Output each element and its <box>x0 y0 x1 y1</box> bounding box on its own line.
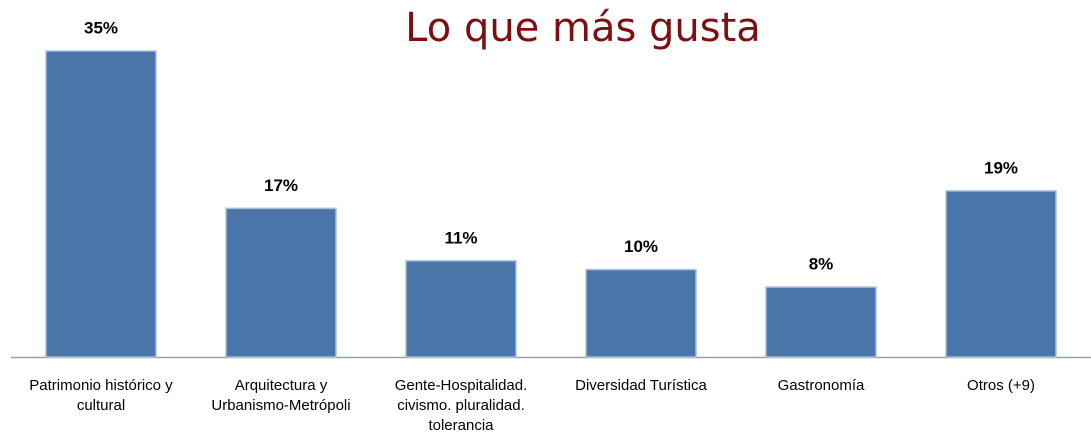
bar <box>405 260 517 358</box>
data-label: 17% <box>264 176 298 195</box>
bar <box>585 268 697 358</box>
bar <box>945 190 1057 358</box>
data-label: 11% <box>444 228 477 247</box>
x-tick-label: Gastronomía <box>777 377 865 394</box>
bar <box>765 286 877 358</box>
data-label: 8% <box>809 255 834 274</box>
data-label: 35% <box>84 18 118 37</box>
data-label: 10% <box>624 237 658 256</box>
chart-title: Lo que más gusta <box>405 5 761 51</box>
x-tick-label: Diversidad Turística <box>575 377 707 394</box>
bar <box>225 207 337 358</box>
x-tick-label: Gente-Hospitalidad. civismo. pluralidad.… <box>394 377 528 434</box>
x-tick-label: Patrimonio histórico y cultural <box>29 377 173 414</box>
data-label: 19% <box>984 158 1018 177</box>
bar <box>45 50 157 358</box>
x-tick-label: Arquitectura y Urbanismo-Metrópoli <box>211 377 351 414</box>
x-tick-label: Otros (+9) <box>967 377 1035 394</box>
